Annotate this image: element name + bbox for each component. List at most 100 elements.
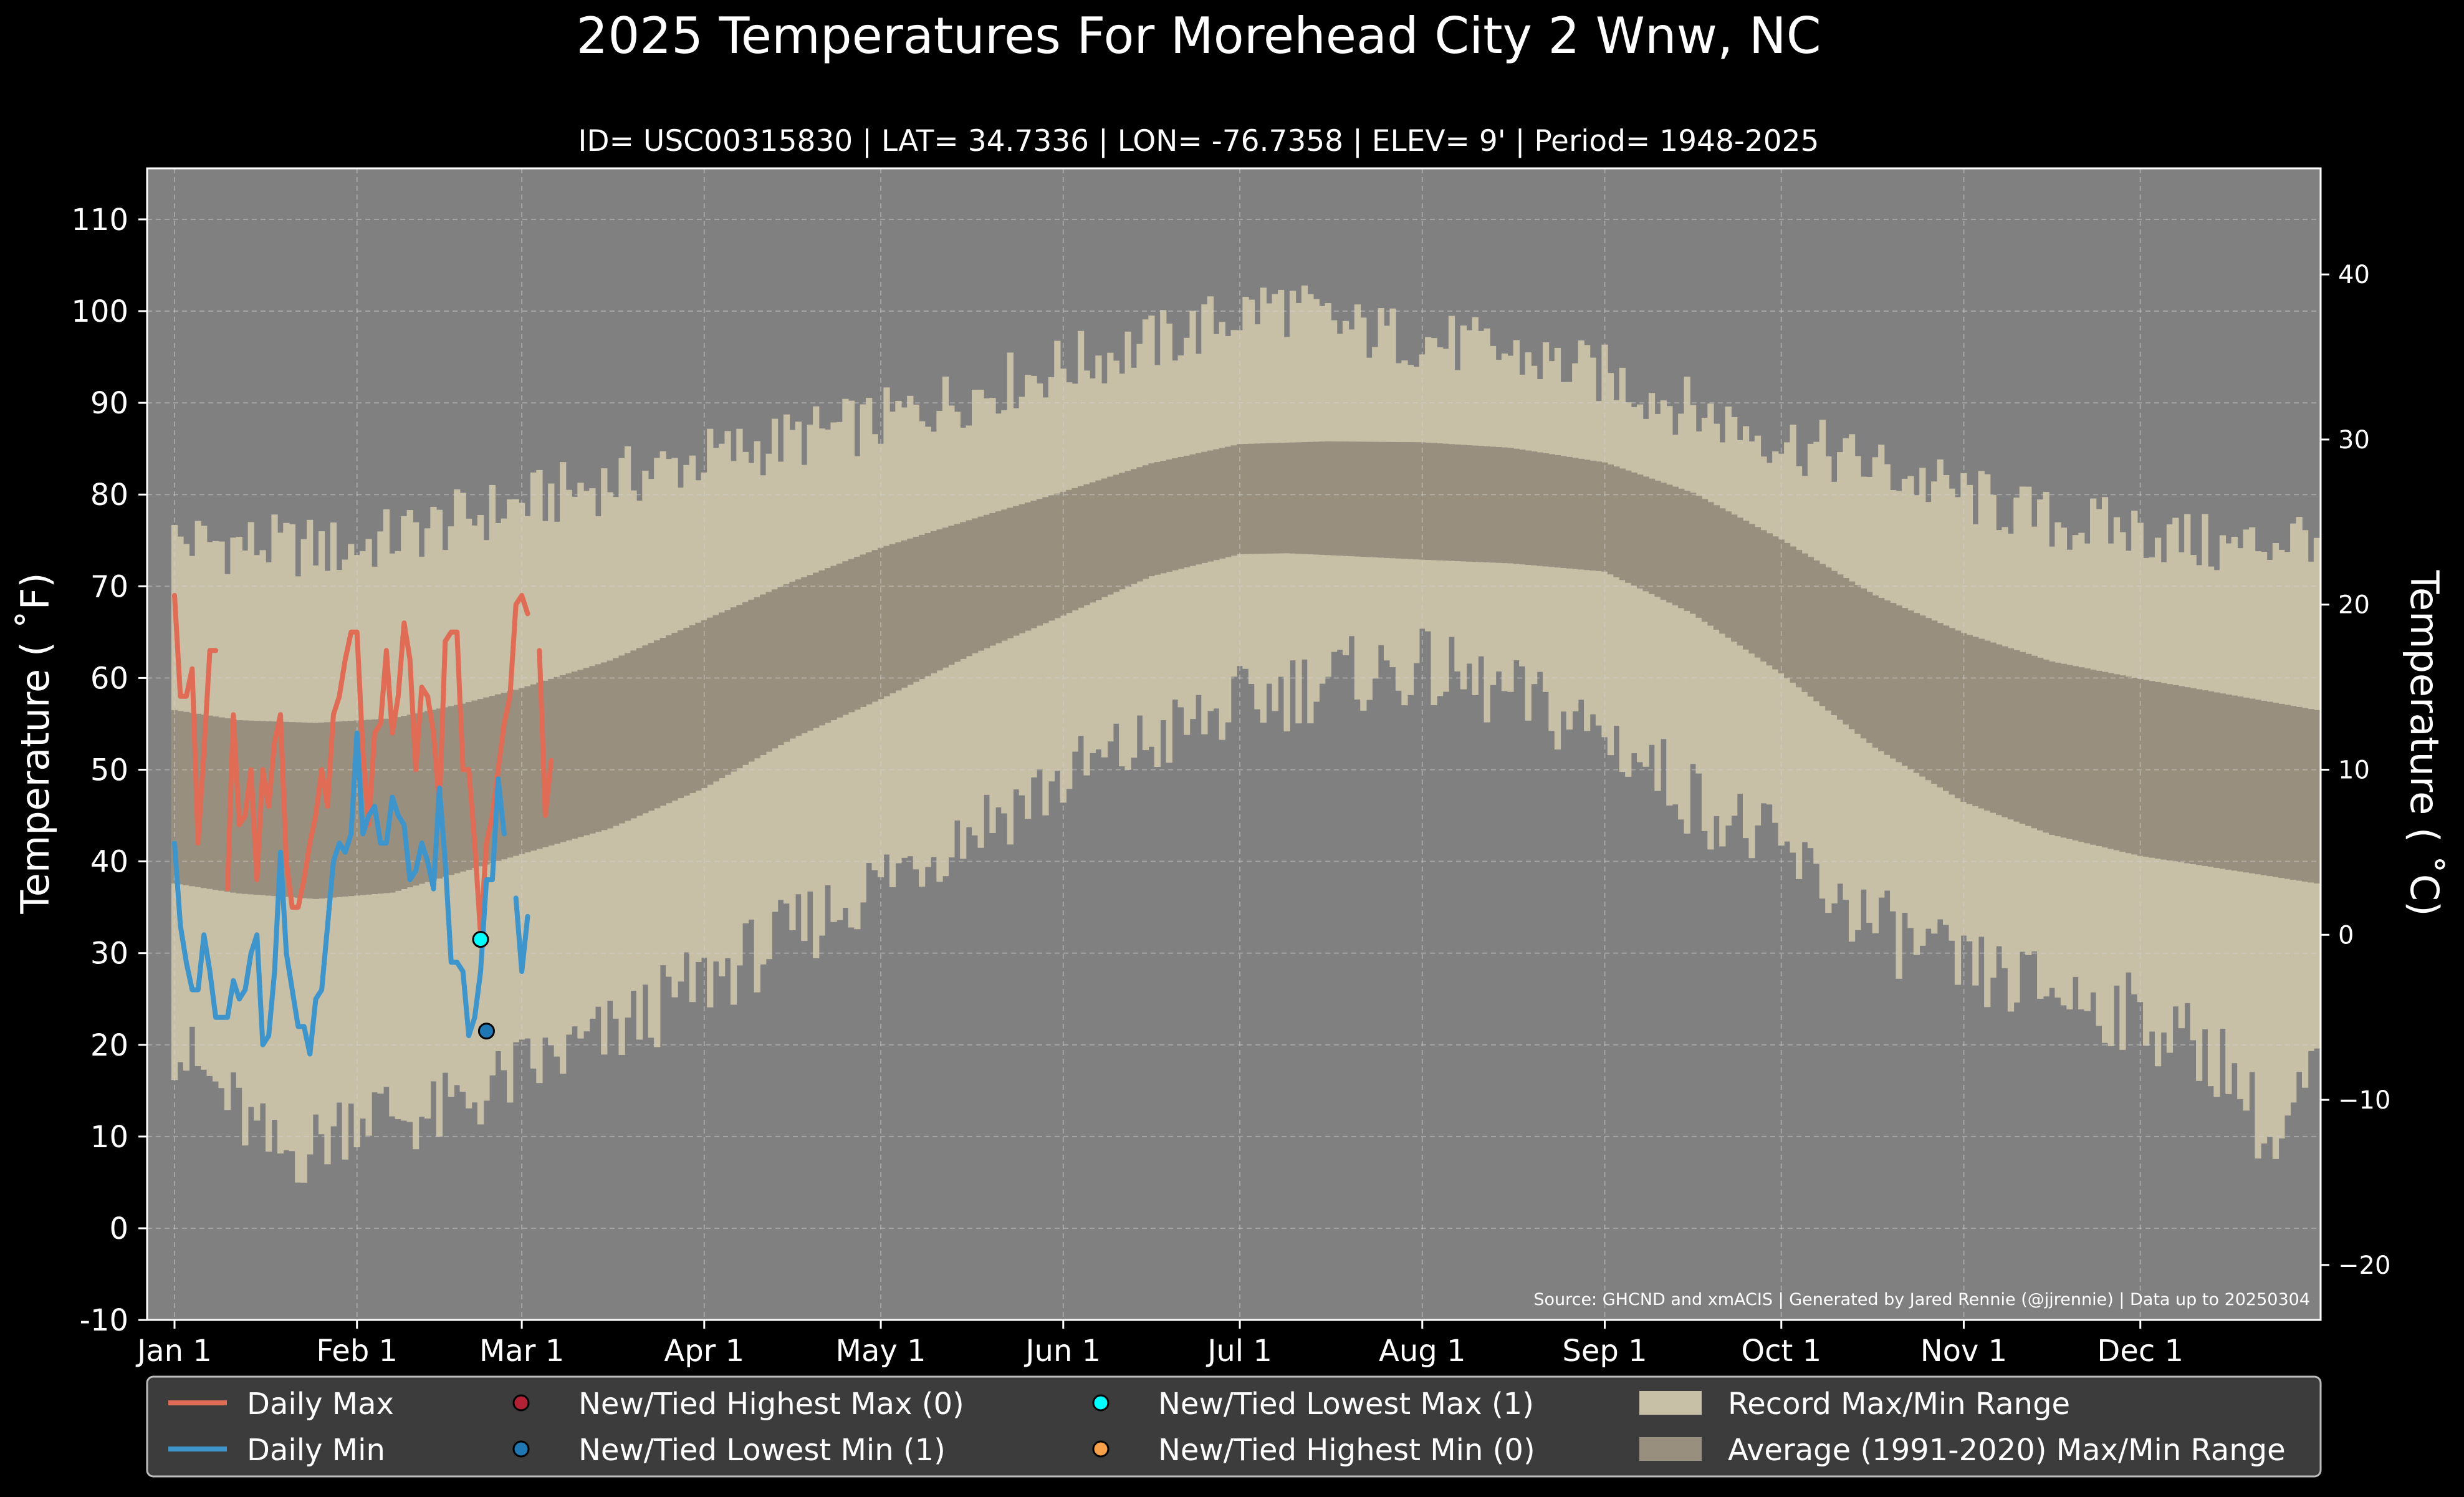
legend-new_highest_min-swatch [1092, 1440, 1110, 1458]
average-range-bar [2131, 678, 2138, 855]
average-range-bar [1719, 508, 1726, 634]
average-range-bar [1142, 465, 1149, 579]
average-range-bar [442, 707, 449, 877]
average-range-bar [2284, 705, 2291, 879]
average-range-bar [813, 572, 820, 728]
x-tick-label: Mar 1 [479, 1334, 564, 1369]
average-range-bar [677, 630, 684, 799]
average-range-bar [2096, 670, 2102, 846]
average-range-bar [1707, 502, 1714, 626]
legend-new_highest_min-label: New/Tied Highest Min (0) [1158, 1433, 1535, 1468]
average-range-bar [1931, 620, 1938, 784]
x-tick-label: Feb 1 [316, 1334, 398, 1369]
average-range-bar [1831, 570, 1838, 716]
average-range-bar [877, 547, 884, 700]
average-range-bar [1242, 444, 1249, 554]
average-range-bar [1689, 493, 1697, 614]
average-range-bar [1984, 640, 1991, 811]
average-range-bar [2101, 671, 2109, 848]
average-range-bar [924, 532, 931, 676]
average-range-bar [448, 706, 454, 875]
average-range-bar [395, 717, 401, 891]
average-range-bar [2084, 668, 2091, 844]
average-range-bar [201, 715, 208, 888]
average-range-bar [736, 605, 743, 769]
average-range-bar [483, 697, 490, 865]
average-range-bar [2119, 675, 2126, 852]
average-range-bar [512, 690, 519, 856]
average-range-bar [1389, 441, 1396, 559]
average-range-bar [695, 622, 702, 791]
average-range-bar [1960, 633, 1967, 802]
average-range-bar [1401, 442, 1408, 559]
average-range-bar [2219, 693, 2227, 869]
average-range-bar [977, 516, 984, 651]
average-range-bar [2001, 646, 2008, 817]
average-range-bar [707, 617, 714, 785]
average-range-bar [1872, 595, 1879, 748]
legend-average_range-swatch [1639, 1437, 1702, 1461]
average-range-bar [2137, 678, 2144, 856]
x-tick-label: Aug 1 [1379, 1334, 1466, 1369]
average-range-bar [960, 522, 967, 659]
average-range-bar [954, 524, 961, 662]
average-range-bar [1207, 450, 1214, 562]
average-range-bar [507, 691, 514, 858]
average-range-bar [1071, 488, 1078, 610]
average-range-bar [1101, 478, 1108, 597]
x-tick-label: Jan 1 [135, 1334, 212, 1369]
y-tick-label: 100 [71, 294, 128, 329]
average-range-bar [1878, 598, 1885, 751]
average-range-bar [1713, 505, 1720, 630]
average-range-bar [889, 544, 896, 694]
average-range-bar [618, 655, 625, 824]
average-range-bar [2308, 709, 2314, 883]
average-range-bar [2278, 703, 2285, 878]
average-range-bar [1943, 625, 1950, 791]
average-range-bar [895, 542, 902, 691]
average-range-bar [1030, 501, 1037, 628]
average-range-bar [1001, 509, 1008, 641]
average-range-bar [601, 662, 608, 830]
average-range-bar [218, 717, 225, 891]
x-tick-label: Oct 1 [1741, 1334, 1821, 1369]
average-range-bar [2231, 695, 2238, 871]
average-range-bar [353, 720, 360, 896]
average-range-bar [1813, 560, 1820, 701]
average-range-bar [413, 713, 419, 886]
average-range-bar [189, 713, 196, 887]
y-tick-label: -10 [80, 1303, 128, 1338]
y2-tick-label: 10 [2338, 756, 2370, 785]
legend-new_lowest_max-swatch [1092, 1394, 1110, 1412]
average-range-bar [1225, 446, 1232, 557]
average-range-bar [2290, 706, 2297, 880]
average-range-bar [1419, 442, 1426, 560]
average-range-bar [1013, 506, 1020, 636]
average-range-bar [1748, 524, 1755, 654]
y-tick-label: 80 [90, 478, 128, 513]
average-range-bar [1966, 635, 1973, 804]
average-range-bar [1213, 449, 1220, 561]
chart-title: 2025 Temperatures For Morehead City 2 Wn… [576, 7, 1821, 65]
average-range-bar [1884, 600, 1891, 755]
average-range-bar [1890, 603, 1897, 759]
average-range-bar [907, 538, 914, 685]
x-tick-label: Jul 1 [1206, 1334, 1272, 1369]
y2-tick-label: −20 [2338, 1251, 2390, 1280]
average-range-bar [1448, 444, 1455, 561]
average-range-bar [1625, 470, 1632, 583]
average-range-bar [1648, 478, 1656, 594]
average-range-bar [818, 570, 825, 726]
average-range-bar [2296, 706, 2303, 881]
average-range-bar [1407, 442, 1414, 559]
average-range-bar [307, 723, 314, 899]
average-range-bar [636, 648, 643, 816]
average-range-bar [2184, 687, 2191, 864]
average-range-bar [777, 587, 784, 746]
average-range-bar [1913, 613, 1920, 773]
average-range-bar [595, 664, 602, 832]
average-range-bar [518, 688, 525, 854]
average-range-bar [1995, 644, 2003, 816]
average-range-bar [330, 721, 337, 898]
average-range-bar [1283, 442, 1290, 554]
